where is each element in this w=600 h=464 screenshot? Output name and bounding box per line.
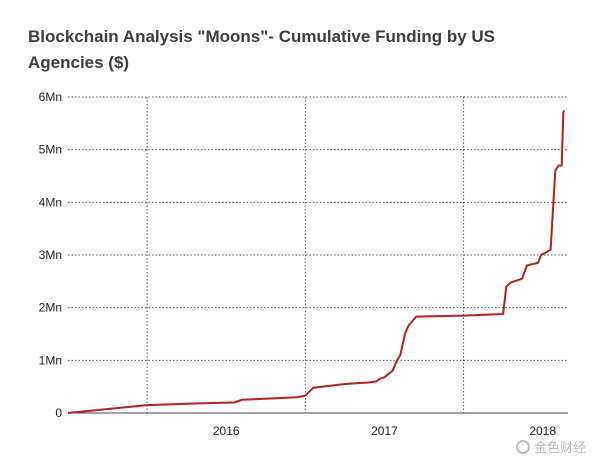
y-tick-label: 2Mn xyxy=(39,301,62,315)
chart-title: Blockchain Analysis "Moons"- Cumulative … xyxy=(28,27,495,72)
x-tick-label: 2017 xyxy=(371,424,398,438)
y-tick-label: 4Mn xyxy=(39,195,62,209)
grid-lines xyxy=(68,96,568,413)
series-line xyxy=(67,109,565,414)
y-tick-label: 0 xyxy=(55,406,62,420)
x-tick-label: 2018 xyxy=(529,424,556,438)
watermark: 金色财经 xyxy=(516,437,586,456)
tick-labels: 0 1Mn 2Mn 3Mn 4Mn 5Mn 6Mn 2016 2017 2018 xyxy=(39,90,557,438)
watermark-logo-icon xyxy=(516,439,530,454)
watermark-text: 金色财经 xyxy=(534,440,587,455)
y-tick-label: 3Mn xyxy=(39,248,62,262)
series-layer xyxy=(67,109,565,414)
x-tick-label: 2016 xyxy=(213,424,240,438)
y-tick-label: 6Mn xyxy=(39,90,62,104)
y-tick-label: 5Mn xyxy=(39,143,62,157)
y-tick-label: 1Mn xyxy=(39,353,62,367)
